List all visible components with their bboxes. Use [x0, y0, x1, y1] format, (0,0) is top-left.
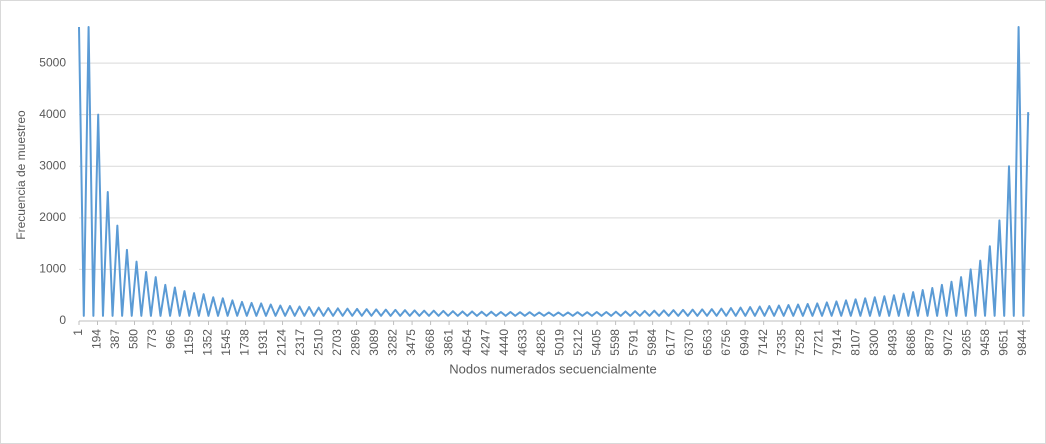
x-tick-label: 7142	[756, 329, 770, 356]
x-tick-label: 1931	[256, 329, 270, 356]
x-tick-label: 966	[164, 329, 178, 349]
x-tick-label: 6949	[737, 329, 751, 356]
x-tick-label: 580	[127, 329, 141, 349]
x-tick-label: 387	[108, 329, 122, 349]
x-tick-label: 1352	[201, 329, 215, 356]
x-tick-label: 8686	[904, 329, 918, 356]
x-tick-label: 1738	[238, 329, 252, 356]
x-tick-label: 6370	[682, 329, 696, 356]
x-tick-label: 6756	[719, 329, 733, 356]
x-tick-label: 3282	[386, 329, 400, 356]
x-tick-label: 7914	[830, 329, 844, 356]
x-tick-label: 4440	[497, 329, 511, 356]
y-tick-label: 2000	[39, 210, 66, 224]
x-tick-label: 3089	[367, 329, 381, 356]
x-tick-label: 8493	[885, 329, 899, 356]
x-tick-label: 8879	[922, 329, 936, 356]
x-tick-label: 2510	[312, 329, 326, 356]
x-tick-label: 1159	[182, 329, 196, 355]
x-tick-label: 4633	[515, 329, 529, 356]
x-tick-label: 2124	[275, 329, 289, 356]
x-tick-label: 7721	[811, 329, 825, 356]
x-tick-label: 6563	[700, 329, 714, 356]
x-tick-label: 9458	[978, 329, 992, 356]
y-tick-label: 4000	[39, 107, 66, 121]
x-tick-label: 6177	[663, 329, 677, 356]
x-tick-label: 194	[90, 329, 104, 349]
y-tick-label: 3000	[39, 158, 66, 172]
x-tick-label: 2896	[349, 329, 363, 356]
x-tick-label: 9072	[941, 329, 955, 356]
x-tick-label: 7528	[793, 329, 807, 356]
x-tick-label: 1545	[219, 329, 233, 356]
x-tick-label: 9265	[959, 329, 973, 356]
x-tick-label: 5791	[626, 329, 640, 356]
x-tick-label: 4054	[460, 329, 474, 356]
x-tick-label: 4826	[534, 329, 548, 356]
x-tick-label: 5405	[589, 329, 603, 356]
x-tick-label: 5212	[571, 329, 585, 356]
x-tick-label: 8107	[848, 329, 862, 356]
y-tick-label: 1000	[39, 262, 66, 276]
x-tick-label: 3861	[441, 329, 455, 356]
x-tick-label: 9844	[1015, 329, 1029, 356]
x-axis-title: Nodos numerados secuencialmente	[449, 361, 656, 376]
x-tick-label: 4247	[478, 329, 492, 356]
x-tick-label: 1	[71, 329, 85, 336]
x-tick-label: 5019	[552, 329, 566, 356]
x-tick-label: 2703	[330, 329, 344, 356]
y-tick-label: 0	[59, 313, 66, 327]
x-tick-label: 2317	[293, 329, 307, 356]
x-tick-label: 7335	[774, 329, 788, 356]
x-tick-label: 3668	[423, 329, 437, 356]
y-axis-title: Frecuencia de muestreo	[14, 110, 28, 240]
y-tick-label: 5000	[39, 55, 66, 69]
x-tick-label: 3475	[404, 329, 418, 356]
x-tick-label: 8300	[867, 329, 881, 356]
x-tick-label: 773	[145, 329, 159, 349]
x-tick-label: 5984	[645, 329, 659, 356]
x-tick-label: 5598	[608, 329, 622, 356]
data-line	[78, 26, 1030, 317]
x-tick-label: 9651	[996, 329, 1010, 356]
